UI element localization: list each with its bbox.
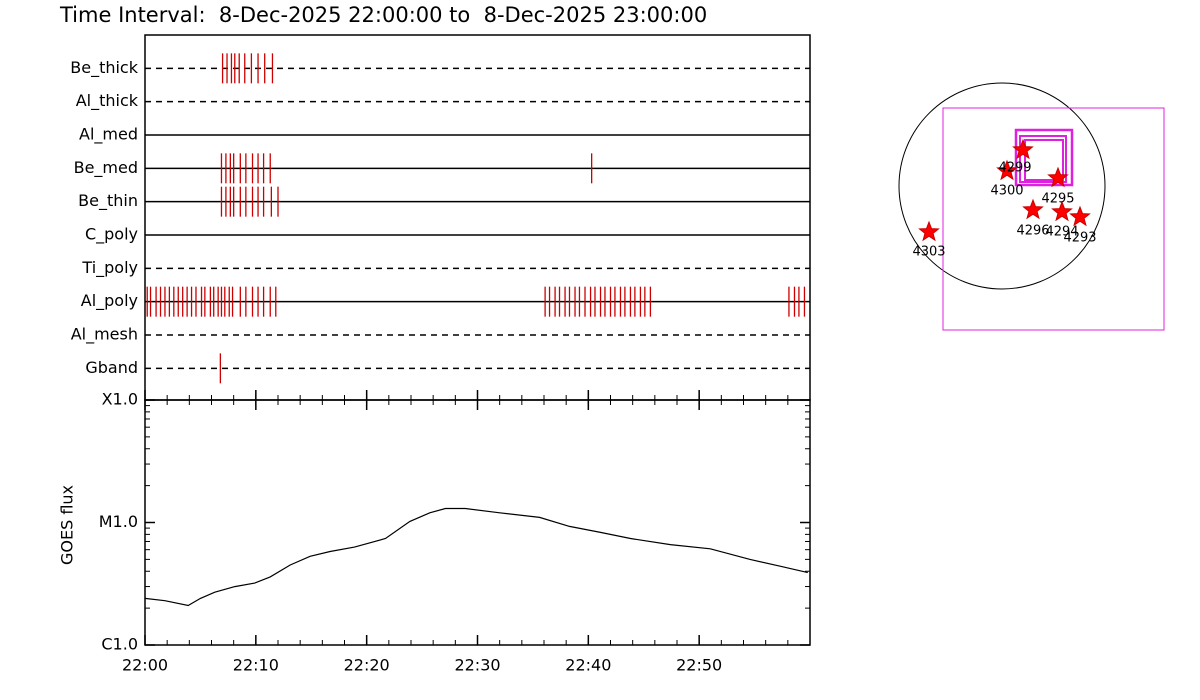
x-tick-label: 22:10: [233, 656, 279, 675]
x-tick-label: 22:00: [122, 656, 168, 675]
region-star: [1051, 200, 1073, 222]
row-label: Ti_poly: [81, 258, 138, 278]
region-star: [996, 159, 1018, 181]
y-tick-label: M1.0: [99, 512, 138, 531]
row-label: Be_med: [74, 158, 138, 178]
region-label: 4295: [1041, 192, 1074, 207]
region-star: [1022, 198, 1044, 220]
row-label: Al_thick: [76, 91, 139, 111]
y-axis-label: GOES flux: [58, 485, 77, 565]
region-stars: [918, 138, 1091, 242]
region-star: [1012, 138, 1034, 160]
row-label: Gband: [85, 358, 138, 377]
row-label: C_poly: [85, 225, 138, 245]
goes-frame: [144, 399, 811, 646]
region-label: 4293: [1063, 231, 1096, 246]
solar-disk: [898, 82, 1106, 290]
region-star: [918, 220, 940, 242]
fov-box: [942, 107, 1165, 331]
timeline-frame: [144, 34, 811, 401]
y-tick-label: X1.0: [102, 390, 138, 409]
fov-box: [1024, 139, 1064, 181]
x-tick-label: 22:40: [565, 656, 611, 675]
goes-curve: [144, 507, 808, 607]
row-label: Al_mesh: [71, 325, 138, 345]
region-star: [1069, 205, 1091, 227]
x-tick-label: 22:50: [676, 656, 722, 675]
row-label: Al_med: [79, 125, 138, 145]
fov-box: [1019, 135, 1067, 183]
row-label: Be_thick: [70, 58, 138, 78]
chart-title: Time Interval: 8-Dec-2025 22:00:00 to 8-…: [59, 3, 707, 27]
x-tick-label: 22:20: [344, 656, 390, 675]
y-tick-label: C1.0: [101, 635, 138, 654]
region-label: 4296: [1016, 224, 1049, 239]
region-label: 4294: [1045, 225, 1078, 240]
fov-box: [1014, 128, 1074, 187]
region-label: 4300: [990, 184, 1023, 199]
x-tick-label: 22:30: [454, 656, 500, 675]
region-star: [1047, 166, 1069, 188]
map: [898, 82, 1165, 331]
row-label: Al_poly: [81, 291, 138, 311]
row-label: Be_thin: [78, 191, 138, 211]
region-label: 4303: [912, 245, 945, 260]
region-label: 4299: [998, 161, 1031, 176]
